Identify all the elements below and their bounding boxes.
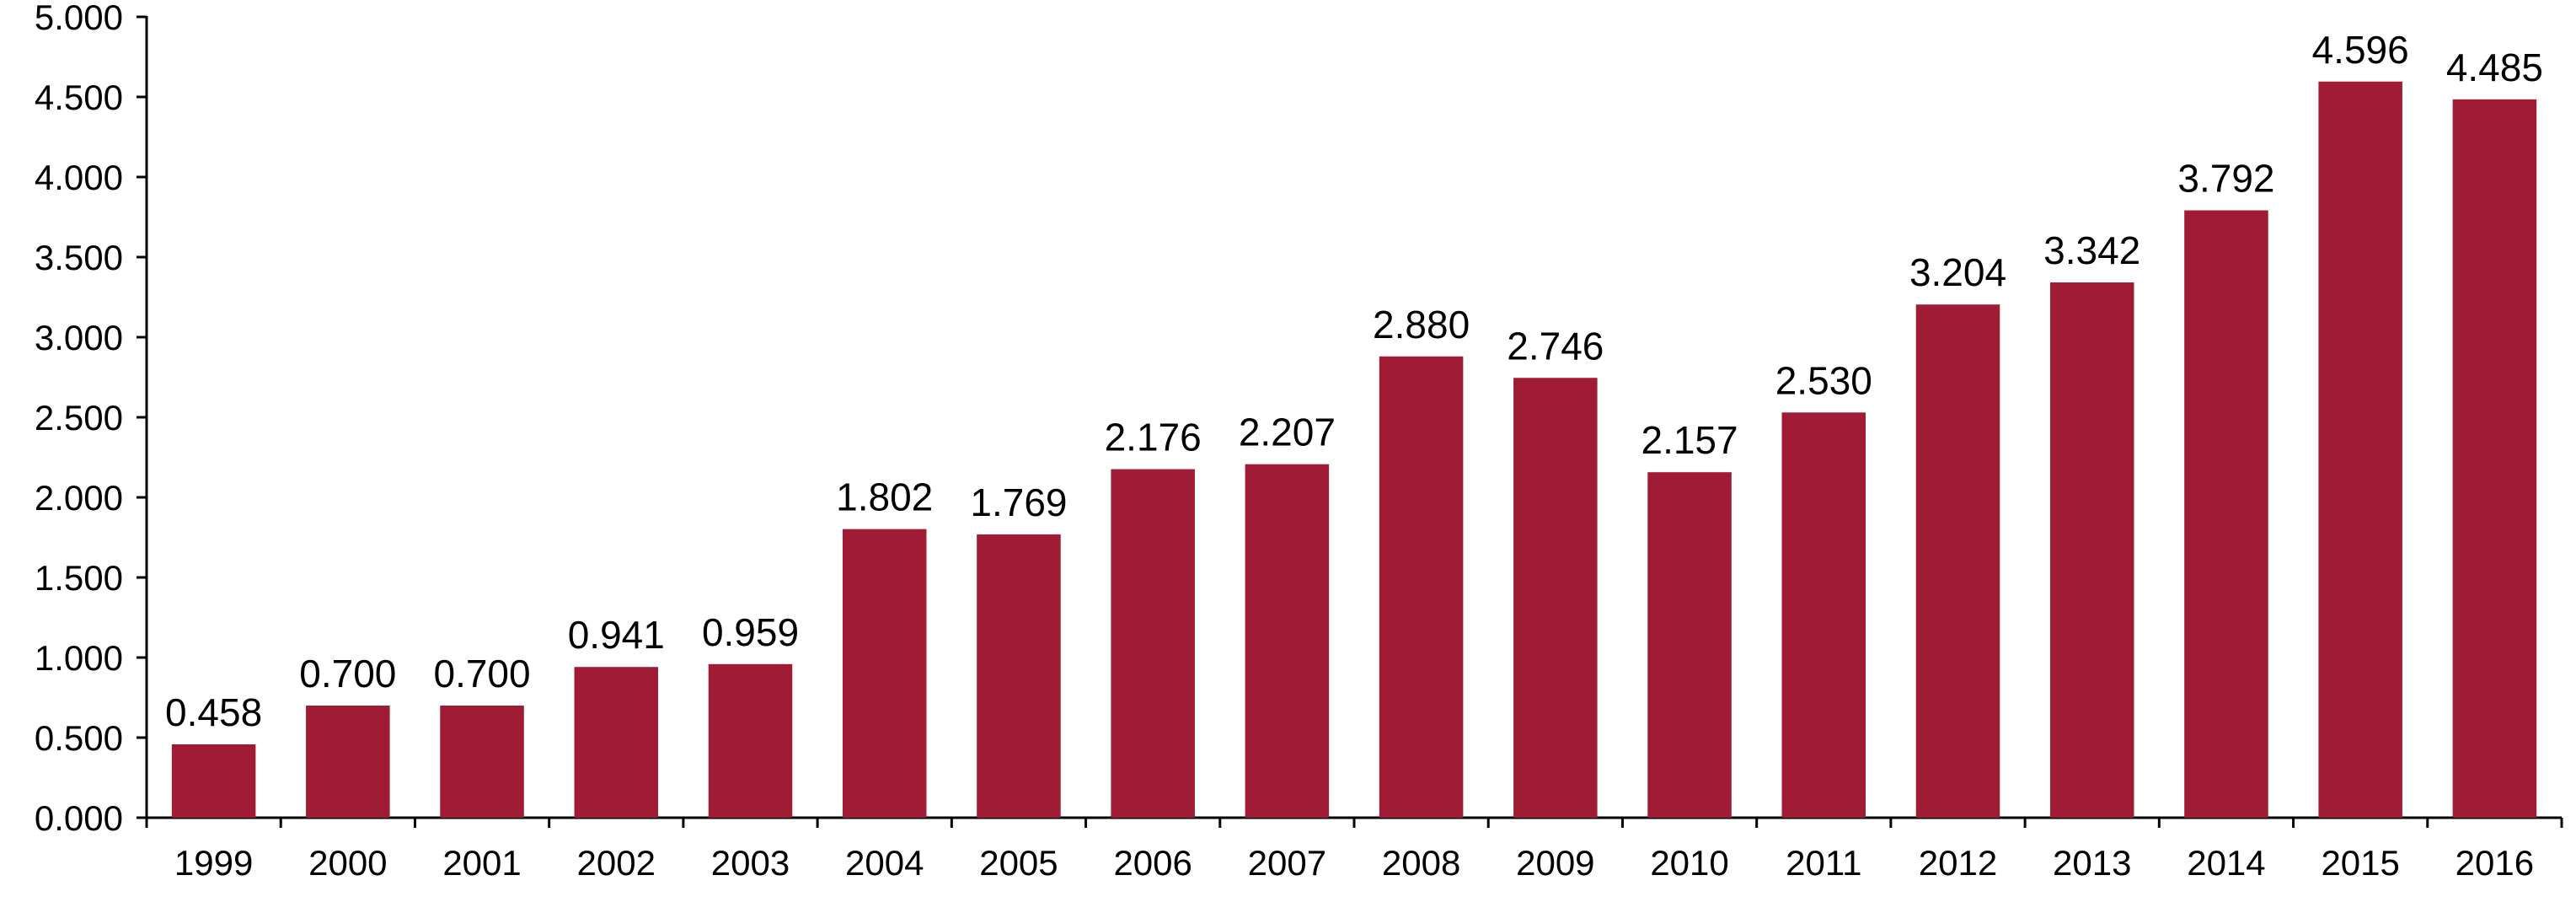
bar-2008 [1379,356,1464,818]
category-label-2015: 2015 [2321,843,2399,883]
data-label-2009: 2.746 [1507,324,1604,368]
bar-2005 [977,534,1061,818]
data-label-2005: 1.769 [970,481,1067,524]
data-label-2013: 3.342 [2043,228,2140,272]
bar-2009 [1513,378,1598,818]
y-tick-label: 4.500 [35,78,123,117]
bar-2016 [2452,99,2537,819]
bar-2013 [2049,282,2134,818]
category-label-2009: 2009 [1516,843,1594,883]
category-label-2012: 2012 [1919,843,1997,883]
category-label-2010: 2010 [1650,843,1728,883]
data-label-2004: 1.802 [836,475,933,519]
y-tick-label: 3.000 [35,318,123,357]
category-label-2007: 2007 [1248,843,1326,883]
bar-1999 [171,744,256,818]
category-label-2016: 2016 [2456,843,2534,883]
data-label-2002: 0.941 [568,613,665,657]
data-label-2012: 3.204 [1909,250,2006,294]
y-tick-label: 4.000 [35,158,123,197]
category-label-2014: 2014 [2187,843,2265,883]
data-label-2006: 2.176 [1105,416,1202,459]
bar-2003 [708,663,793,818]
data-label-1999: 0.458 [165,690,262,734]
data-label-2011: 2.530 [1775,358,1872,402]
category-label-2002: 2002 [577,843,656,883]
data-label-2007: 2.207 [1239,411,1336,454]
y-tick-label: 0.500 [35,718,123,758]
category-label-2011: 2011 [1786,843,1861,883]
category-label-2008: 2008 [1382,843,1460,883]
data-label-2010: 2.157 [1641,418,1738,462]
y-tick-label: 2.500 [35,398,123,438]
bar-2012 [1915,304,2000,818]
bar-2015 [2318,81,2402,818]
bar-2004 [842,529,927,818]
bar-2007 [1245,464,1330,818]
y-tick-label: 3.500 [35,238,123,277]
data-label-2014: 3.792 [2177,157,2274,201]
bars [171,81,2537,819]
category-label-2004: 2004 [845,843,924,883]
data-label-2000: 0.700 [299,652,396,695]
y-axis: 0.000 0.500 1.000 1.500 2.000 2.500 3.000 3.500… [35,0,148,838]
y-tick-label: 0.000 [35,798,123,838]
bar-2014 [2184,210,2268,818]
bar-2011 [1781,412,1866,818]
bar-2002 [574,667,659,818]
y-tick-label: 1.000 [35,638,123,678]
data-label-2015: 4.596 [2312,28,2409,72]
x-axis [145,816,2563,828]
data-label-2001: 0.700 [433,652,530,695]
data-labels: 0.458 0.700 0.700 0.941 0.959 1.802 1.769 2.176… [165,28,2543,734]
category-label-2003: 2003 [711,843,790,883]
y-tick-label: 2.000 [35,478,123,518]
category-label-1999: 1999 [174,843,253,883]
category-label-2001: 2001 [442,843,521,883]
category-labels: 1999 2000 2001 2002 2003 2004 2005 2006 2007 2008… [174,843,2534,883]
y-tick-label: 5.000 [35,0,123,37]
category-label-2000: 2000 [308,843,387,883]
bar-2006 [1111,469,1195,818]
bar-2001 [440,706,524,818]
y-tick-label: 1.500 [35,558,123,598]
bar-2000 [306,706,390,818]
data-label-2008: 2.880 [1373,303,1470,346]
category-label-2013: 2013 [2053,843,2131,883]
bar-2010 [1647,472,1732,818]
category-label-2006: 2006 [1113,843,1192,883]
data-label-2016: 4.485 [2446,46,2543,89]
data-label-2003: 0.959 [702,610,799,654]
category-label-2005: 2005 [979,843,1058,883]
